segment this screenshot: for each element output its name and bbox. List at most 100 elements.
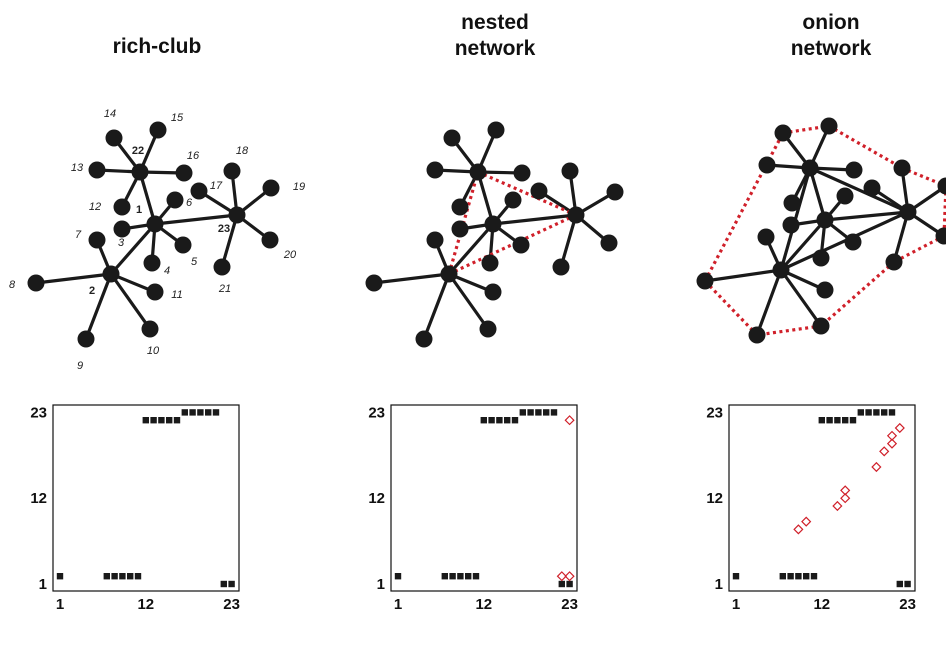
network-node: [88, 161, 106, 179]
network-node: [484, 215, 502, 233]
added-entry-marker: [556, 571, 567, 582]
added-edge: [477, 170, 577, 217]
matrix-panel-1: 11 12 12 23 23: [30, 404, 240, 613]
added-entry-marker: [840, 485, 851, 496]
node-label: 7: [75, 229, 82, 241]
network-node: [757, 228, 775, 246]
node-label: 11: [171, 289, 182, 301]
network-node: [102, 265, 120, 283]
added-edge: [703, 132, 785, 282]
y-tick-label: 1: [39, 576, 47, 593]
network-node: [105, 129, 123, 147]
network-node: [774, 124, 792, 142]
matrix-cell: [881, 409, 888, 416]
matrix-cell: [212, 409, 220, 416]
node-label: 17: [210, 180, 223, 192]
network-node: [812, 249, 830, 267]
node-label: 9: [77, 360, 83, 372]
matrix-cell: [142, 417, 149, 424]
network-node: [758, 156, 776, 174]
title-line: onion: [802, 11, 860, 34]
node-label: 23: [218, 223, 230, 235]
title-line: nested: [461, 11, 529, 34]
network-edge: [447, 272, 490, 331]
network-edge: [220, 213, 239, 269]
network-node: [479, 320, 497, 338]
network-panel-3: [696, 117, 946, 344]
matrix-cell: [732, 573, 740, 580]
network-node: [261, 231, 279, 249]
matrix-cell: [173, 417, 181, 424]
title-rich-club: rich-club: [72, 34, 242, 60]
matrix-cell: [558, 580, 565, 588]
matrix-cell: [896, 580, 903, 588]
network-edge: [109, 222, 157, 276]
matrix-cell: [511, 417, 519, 424]
network-node: [748, 326, 766, 344]
matrix-cell: [566, 580, 573, 588]
matrix-cell: [504, 417, 511, 424]
added-entry-marker: [840, 493, 851, 504]
network-node: [440, 265, 458, 283]
network-node: [88, 231, 106, 249]
x-tick-label: 23: [561, 596, 578, 613]
network-node: [782, 216, 800, 234]
network-node: [845, 161, 863, 179]
matrix-cell: [488, 417, 495, 424]
network-node: [426, 161, 444, 179]
matrix-cell: [394, 573, 402, 580]
network-node: [175, 164, 193, 182]
added-entry-marker: [564, 571, 575, 582]
matrix-cell: [197, 409, 204, 416]
network-node: [600, 234, 618, 252]
node-label: 4: [164, 265, 170, 277]
network-edge: [823, 210, 910, 222]
network-node: [484, 283, 502, 301]
network-edge: [559, 213, 578, 269]
matrix-cell: [472, 573, 480, 580]
network-node: [561, 162, 579, 180]
x-tick-label: 12: [813, 596, 830, 613]
network-node: [530, 182, 548, 200]
matrix-cell: [220, 580, 227, 588]
network-node: [512, 236, 530, 254]
network-node: [481, 254, 499, 272]
network-node: [513, 164, 531, 182]
matrix-cell: [535, 409, 542, 416]
node-label: 14: [104, 108, 116, 120]
y-tick-label: 23: [30, 404, 47, 421]
matrix-cell: [150, 417, 157, 424]
x-tick-label: 1: [394, 596, 402, 613]
node-label: 1: [136, 204, 142, 216]
network-edge: [84, 272, 113, 341]
network-node: [469, 163, 487, 181]
added-entry-marker: [894, 422, 905, 434]
matrix-cell: [457, 573, 464, 580]
y-tick-label: 1: [377, 576, 385, 593]
network-node: [844, 233, 862, 251]
network-node: [228, 206, 246, 224]
network-node: [174, 236, 192, 254]
network-edge: [755, 268, 783, 337]
network-node: [504, 191, 522, 209]
network-node: [143, 254, 161, 272]
matrix-frame: [390, 404, 578, 592]
matrix-cell: [873, 409, 880, 416]
y-tick-label: 23: [368, 404, 385, 421]
network-node: [146, 215, 164, 233]
matrix-cell: [181, 409, 188, 416]
matrix-cell: [205, 409, 212, 416]
added-edge: [893, 234, 945, 264]
x-tick-label: 12: [475, 596, 492, 613]
network-node: [885, 253, 903, 271]
network-node: [863, 179, 881, 197]
y-tick-label: 12: [368, 490, 385, 507]
node-label: 20: [283, 249, 297, 261]
network-panel-2: [365, 121, 624, 348]
network-node: [27, 274, 45, 292]
node-label: 2: [89, 285, 95, 297]
added-entry-marker: [886, 430, 898, 441]
network-node: [190, 182, 208, 200]
added-edge: [703, 279, 759, 337]
added-entry-marker: [879, 446, 890, 457]
